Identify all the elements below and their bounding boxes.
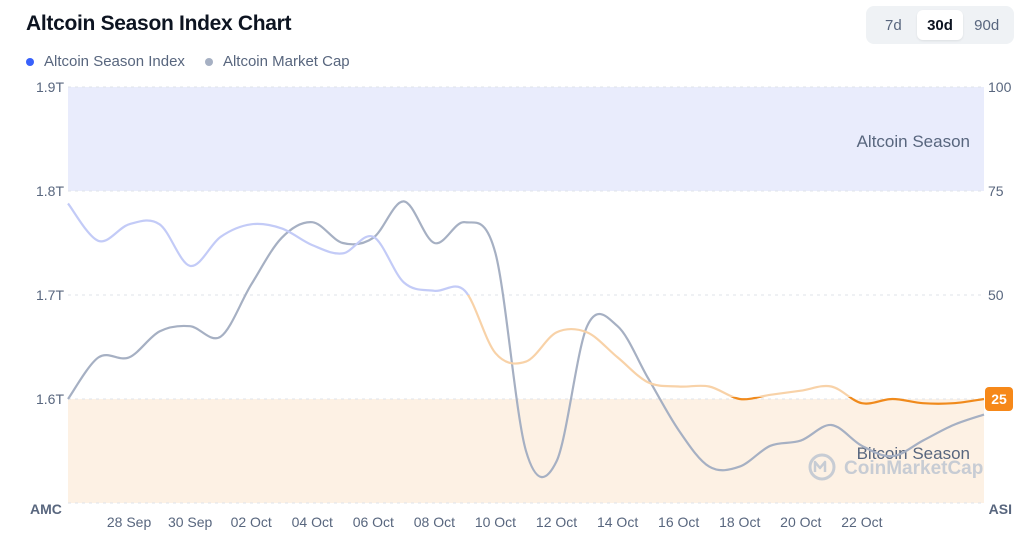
series-lines [67,200,985,479]
left-axis-label: AMC [30,501,62,517]
x-tick-label: 22 Oct [841,514,882,530]
left-tick-label: 1.7T [36,287,64,303]
current-value-badge: 25 [985,387,1013,411]
right-tick-label: 100 [988,79,1012,95]
period-30d-button[interactable]: 30d [916,10,964,40]
legend-label-amc: Altcoin Market Cap [222,53,350,70]
watermark-text: CoinMarketCap [844,458,983,479]
x-axis: 28 Sep 30 Sep 02 Oct 04 Oct 06 Oct 08 Oct 10 O… [107,514,883,530]
current-value-badge-text: 25 [991,391,1007,407]
x-tick-label: 28 Sep [107,514,152,530]
x-tick-label: 10 Oct [475,514,516,530]
left-tick-label: 1.8T [36,183,64,199]
x-tick-label: 30 Sep [168,514,213,530]
left-tick-label: 1.9T [36,79,64,95]
chart-legend: Altcoin Season Index Altcoin Market Cap [26,53,350,70]
bitcoin-season-label: Bitcoin Season [857,444,970,463]
right-axis: 100 75 50 25 [988,79,1012,407]
period-7d-button[interactable]: 7d [870,10,917,40]
x-tick-label: 04 Oct [292,514,333,530]
legend-dot-amc [204,57,213,66]
x-tick-label: 16 Oct [658,514,699,530]
current-value-badge-bg [985,387,1013,411]
legend-item-asi[interactable]: Altcoin Season Index [26,53,185,70]
left-tick-label: 1.6T [36,391,64,407]
right-tick-label: 75 [988,183,1004,199]
right-tick-label: 50 [988,287,1004,303]
x-tick-label: 12 Oct [536,514,577,530]
x-tick-label: 08 Oct [414,514,455,530]
page-title: Altcoin Season Index Chart [26,12,292,35]
watermark: CoinMarketCap [808,453,983,481]
legend-dot-asi [26,57,34,66]
legend-item-amc[interactable]: Altcoin Market Cap [204,53,350,70]
x-tick-label: 14 Oct [597,514,638,530]
right-axis-label: ASI [989,501,1012,517]
x-tick-label: 02 Oct [231,514,272,530]
x-tick-label: 18 Oct [719,514,760,530]
period-selector: 7d 30d 90d [866,6,1014,44]
legend-label-asi: Altcoin Season Index [44,53,185,70]
left-axis: 1.9T 1.8T 1.7T 1.6T [36,79,64,407]
x-tick-label: 06 Oct [353,514,394,530]
period-90d-button[interactable]: 90d [963,10,1010,40]
x-tick-label: 20 Oct [780,514,821,530]
season-index-line [67,202,985,405]
altcoin-season-label: Altcoin Season [857,132,970,151]
market-cap-line [67,200,985,479]
coinmarketcap-logo-icon [808,453,836,481]
grid-lines [68,86,984,504]
altcoin-season-zone [68,87,984,191]
coinmarketcap-logo-mark [813,460,827,472]
